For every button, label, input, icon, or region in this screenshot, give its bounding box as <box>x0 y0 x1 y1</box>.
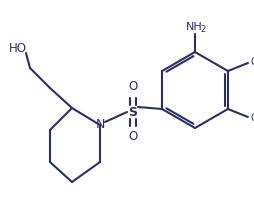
Text: HO: HO <box>9 42 27 54</box>
Text: S: S <box>129 106 137 119</box>
Text: O: O <box>128 131 138 144</box>
Text: CH: CH <box>251 113 254 123</box>
Text: O: O <box>128 81 138 93</box>
Text: NH: NH <box>186 22 202 32</box>
Text: N: N <box>95 119 105 131</box>
Text: CH: CH <box>251 57 254 67</box>
Text: 2: 2 <box>200 25 206 35</box>
